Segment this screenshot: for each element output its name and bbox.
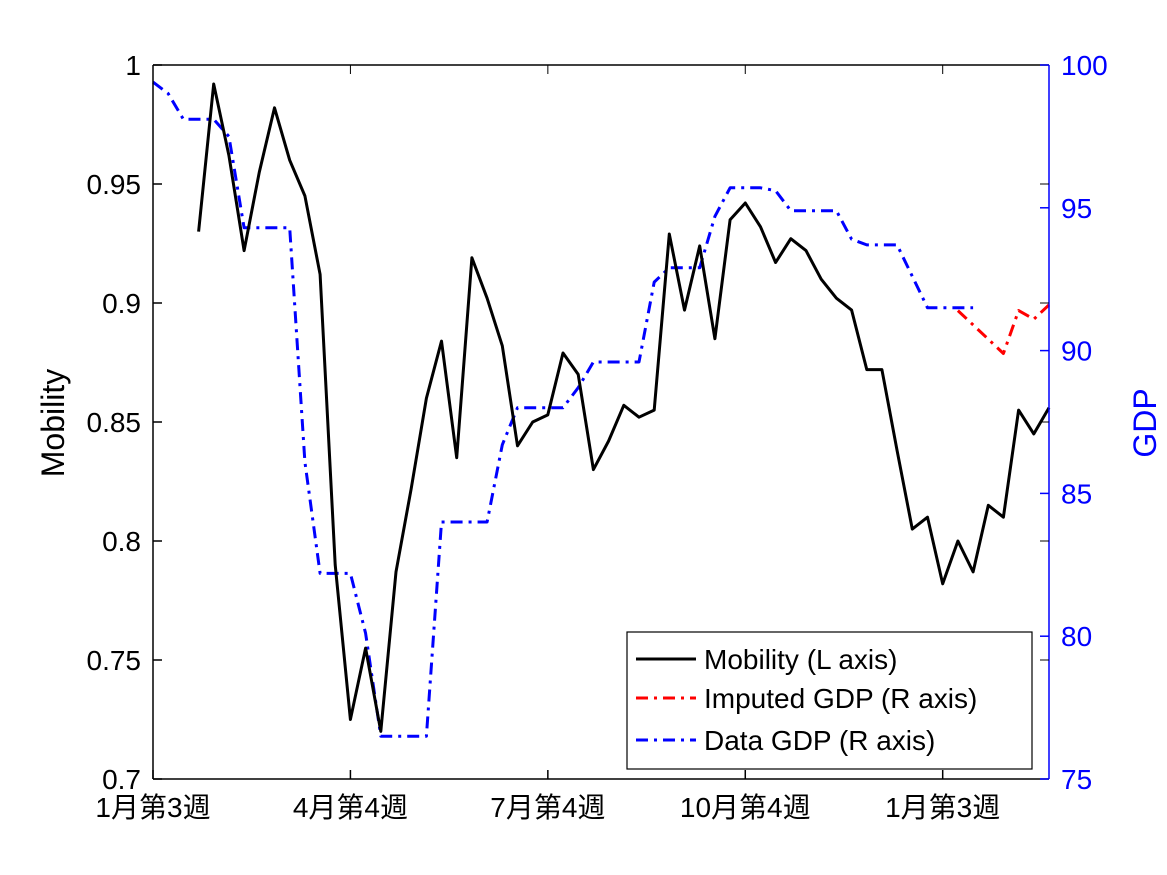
legend-label: Data GDP (R axis) <box>704 725 935 756</box>
series-line-mobility-l-axis <box>197 82 1051 733</box>
axes: 0.7 0.75 0.8 0.85 0.9 0.95 1 75 80 85 90 95 100 1月第3週… <box>87 50 1108 823</box>
plot-area <box>152 80 1051 738</box>
left-axis-title: Mobility <box>35 369 71 477</box>
left-tick-label: 0.8 <box>102 526 141 557</box>
legend-box <box>626 631 1033 770</box>
left-tick-label: 0.9 <box>102 288 141 319</box>
legend-label: Imputed GDP (R axis) <box>704 683 977 714</box>
right-tick-label: 90 <box>1061 336 1092 367</box>
legend: Mobility (L axis) Imputed GDP (R axis) Dat… <box>626 631 1033 770</box>
right-tick-label: 95 <box>1061 193 1092 224</box>
right-tick-label: 100 <box>1061 50 1108 81</box>
left-tick-label: 0.95 <box>87 169 142 200</box>
left-tick-label: 0.75 <box>87 645 142 676</box>
left-tick-label: 1 <box>125 50 141 81</box>
right-axis-title: GDP <box>1127 388 1163 457</box>
x-tick-label: 1月第3週 <box>95 792 210 823</box>
x-tick-label: 4月第4週 <box>293 792 408 823</box>
left-tick-label: 0.7 <box>102 764 141 795</box>
right-tick-label: 75 <box>1061 764 1092 795</box>
legend-label: Mobility (L axis) <box>704 644 897 675</box>
left-tick-label: 0.85 <box>87 407 142 438</box>
x-tick-label: 7月第4週 <box>490 792 605 823</box>
series-line-imputed-gdp-r-axis <box>956 303 1051 355</box>
series-line-data-gdp-r-axis <box>152 80 974 738</box>
x-tick-label: 1月第3週 <box>885 792 1000 823</box>
right-tick-label: 80 <box>1061 621 1092 652</box>
right-tick-label: 85 <box>1061 478 1092 509</box>
x-tick-label: 10月第4週 <box>680 792 811 823</box>
